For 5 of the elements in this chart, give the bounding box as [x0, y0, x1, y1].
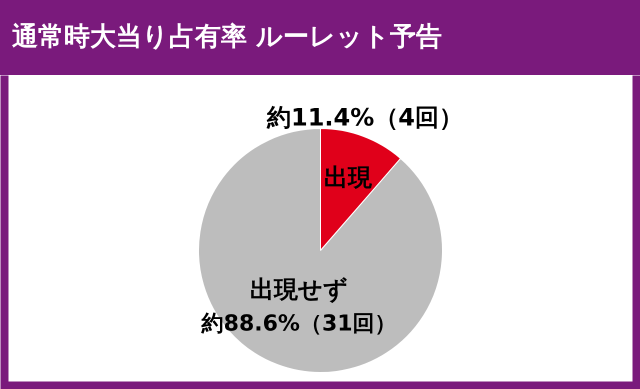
slice-label: 出現せず: [250, 276, 348, 304]
data-label: 約88.6%（31回）: [200, 312, 397, 337]
slice-label: 出現: [324, 163, 373, 192]
chart-title: 通常時大当り占有率 ルーレット予告: [12, 21, 442, 54]
data-label: 約11.4%（4回）: [266, 104, 463, 132]
